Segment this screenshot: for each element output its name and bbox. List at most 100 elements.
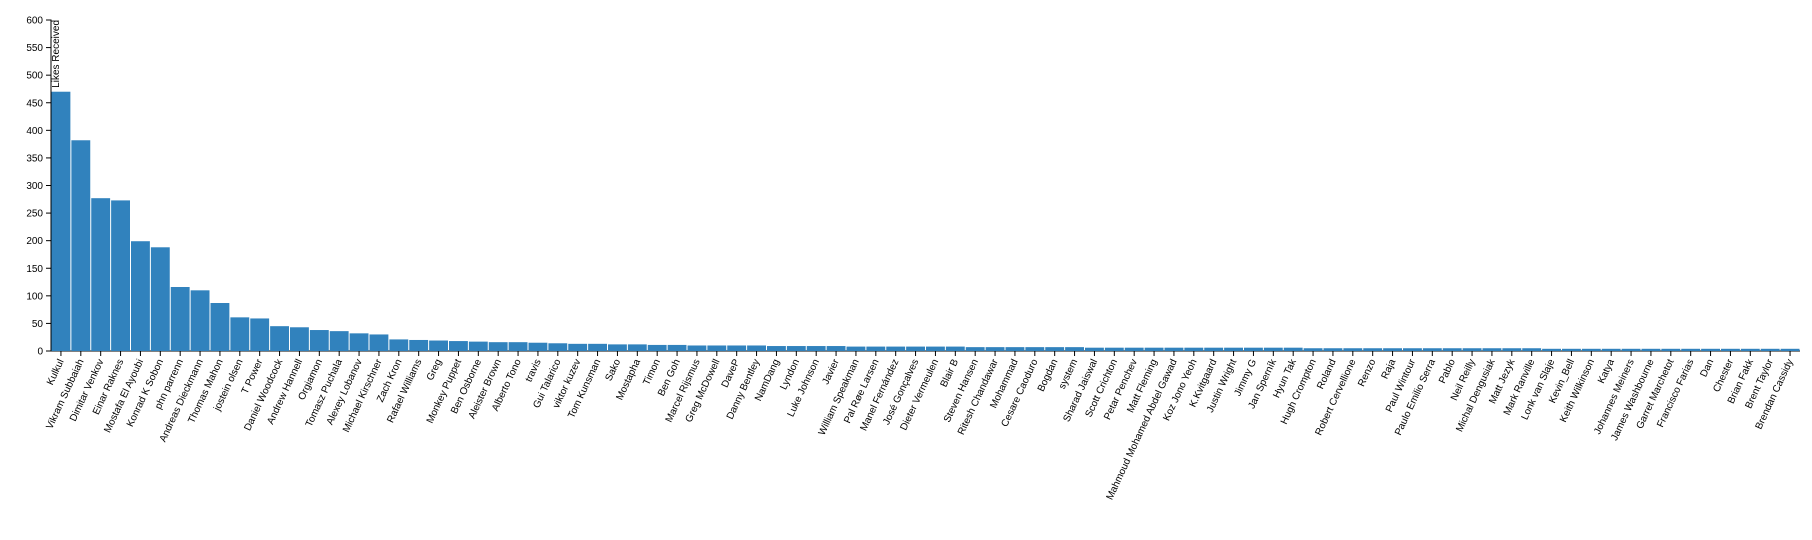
y-tick-label: 200 bbox=[26, 236, 43, 247]
bar bbox=[170, 287, 190, 351]
bar bbox=[449, 341, 468, 351]
bar bbox=[1363, 348, 1383, 351]
bar bbox=[1661, 348, 1681, 351]
bar bbox=[1601, 348, 1621, 351]
bar bbox=[767, 346, 786, 351]
bar bbox=[1383, 348, 1402, 351]
y-tick-label: 250 bbox=[26, 209, 43, 220]
bar bbox=[150, 247, 170, 351]
bar bbox=[945, 346, 965, 351]
bar bbox=[468, 341, 488, 351]
bar bbox=[51, 91, 71, 351]
y-tick-label: 600 bbox=[26, 16, 43, 27]
bar bbox=[1025, 347, 1045, 351]
bar bbox=[1224, 347, 1243, 351]
bar bbox=[965, 347, 985, 351]
bar bbox=[250, 318, 270, 351]
bar bbox=[528, 342, 548, 351]
bar bbox=[1701, 348, 1720, 351]
bar bbox=[329, 331, 349, 351]
bar bbox=[588, 343, 607, 351]
bar bbox=[548, 343, 568, 351]
bar bbox=[1164, 347, 1184, 351]
bar bbox=[488, 342, 508, 351]
bar bbox=[1502, 348, 1522, 351]
bar bbox=[1184, 347, 1204, 351]
bar bbox=[508, 342, 528, 351]
bar bbox=[210, 303, 230, 351]
y-tick-label: 450 bbox=[26, 98, 43, 109]
y-tick-label: 100 bbox=[26, 291, 43, 302]
bar bbox=[786, 346, 806, 351]
bar bbox=[1482, 348, 1502, 351]
x-tick-label: Sako bbox=[604, 357, 624, 383]
bar bbox=[349, 333, 369, 351]
bar bbox=[1422, 348, 1442, 351]
bar bbox=[707, 345, 727, 351]
bar bbox=[926, 346, 945, 351]
bar bbox=[866, 346, 886, 351]
bar bbox=[230, 317, 250, 351]
bar bbox=[1442, 348, 1462, 351]
y-axis bbox=[46, 19, 1800, 352]
y-tick-label: 0 bbox=[37, 347, 43, 358]
bar bbox=[1065, 347, 1084, 351]
bar bbox=[568, 343, 588, 351]
bar bbox=[290, 327, 309, 351]
x-tick-label: Kulkul bbox=[45, 358, 66, 387]
bar bbox=[806, 346, 826, 351]
bar bbox=[1144, 347, 1164, 351]
y-tick-label: 300 bbox=[26, 181, 43, 192]
bar bbox=[91, 198, 111, 351]
bar bbox=[1204, 347, 1224, 351]
x-tick-label: travis bbox=[524, 358, 544, 384]
y-tick-label: 550 bbox=[26, 43, 43, 54]
bar bbox=[309, 330, 329, 351]
bar bbox=[270, 326, 289, 351]
bar bbox=[1760, 348, 1780, 351]
x-tick-label: Raja bbox=[1380, 357, 1399, 381]
bar bbox=[1621, 348, 1641, 351]
bar bbox=[846, 346, 866, 351]
bar bbox=[608, 344, 627, 351]
bar bbox=[667, 344, 687, 351]
x-tick-label: Katya bbox=[1596, 357, 1617, 385]
bar bbox=[627, 344, 647, 351]
bar bbox=[1721, 348, 1740, 351]
y-tick-label: 500 bbox=[26, 71, 43, 82]
bar bbox=[1283, 347, 1303, 351]
bar bbox=[1343, 348, 1363, 351]
bar bbox=[369, 334, 389, 351]
bar bbox=[389, 339, 409, 351]
x-tick-label: Pablo bbox=[1437, 357, 1458, 385]
bar bbox=[1244, 347, 1263, 351]
y-tick-label: 400 bbox=[26, 126, 43, 137]
bar bbox=[71, 140, 91, 351]
bar bbox=[111, 200, 130, 351]
bar bbox=[647, 344, 667, 351]
bar bbox=[1581, 348, 1601, 351]
bar bbox=[826, 346, 846, 351]
x-tick-label: Timon bbox=[641, 358, 663, 388]
bar bbox=[1045, 347, 1065, 351]
bar bbox=[906, 346, 925, 351]
bar bbox=[409, 339, 429, 351]
x-tick-label: Dan bbox=[1699, 358, 1717, 379]
bar bbox=[1740, 348, 1760, 351]
bar bbox=[747, 345, 766, 351]
x-tick-label: Greg bbox=[425, 358, 444, 383]
y-tick-label: 350 bbox=[26, 153, 43, 164]
bar bbox=[131, 241, 150, 351]
bar bbox=[1562, 348, 1581, 351]
bar bbox=[687, 345, 707, 351]
bar bbox=[1681, 348, 1701, 351]
bar bbox=[1263, 347, 1283, 351]
x-tick-label: Renzo bbox=[1356, 357, 1378, 388]
bar bbox=[1085, 347, 1104, 351]
bar bbox=[429, 340, 448, 351]
bar bbox=[1522, 348, 1542, 351]
x-tick-label: Robert Cervellione bbox=[1314, 357, 1359, 437]
bar bbox=[727, 345, 747, 351]
y-tick-label: 50 bbox=[32, 319, 44, 330]
